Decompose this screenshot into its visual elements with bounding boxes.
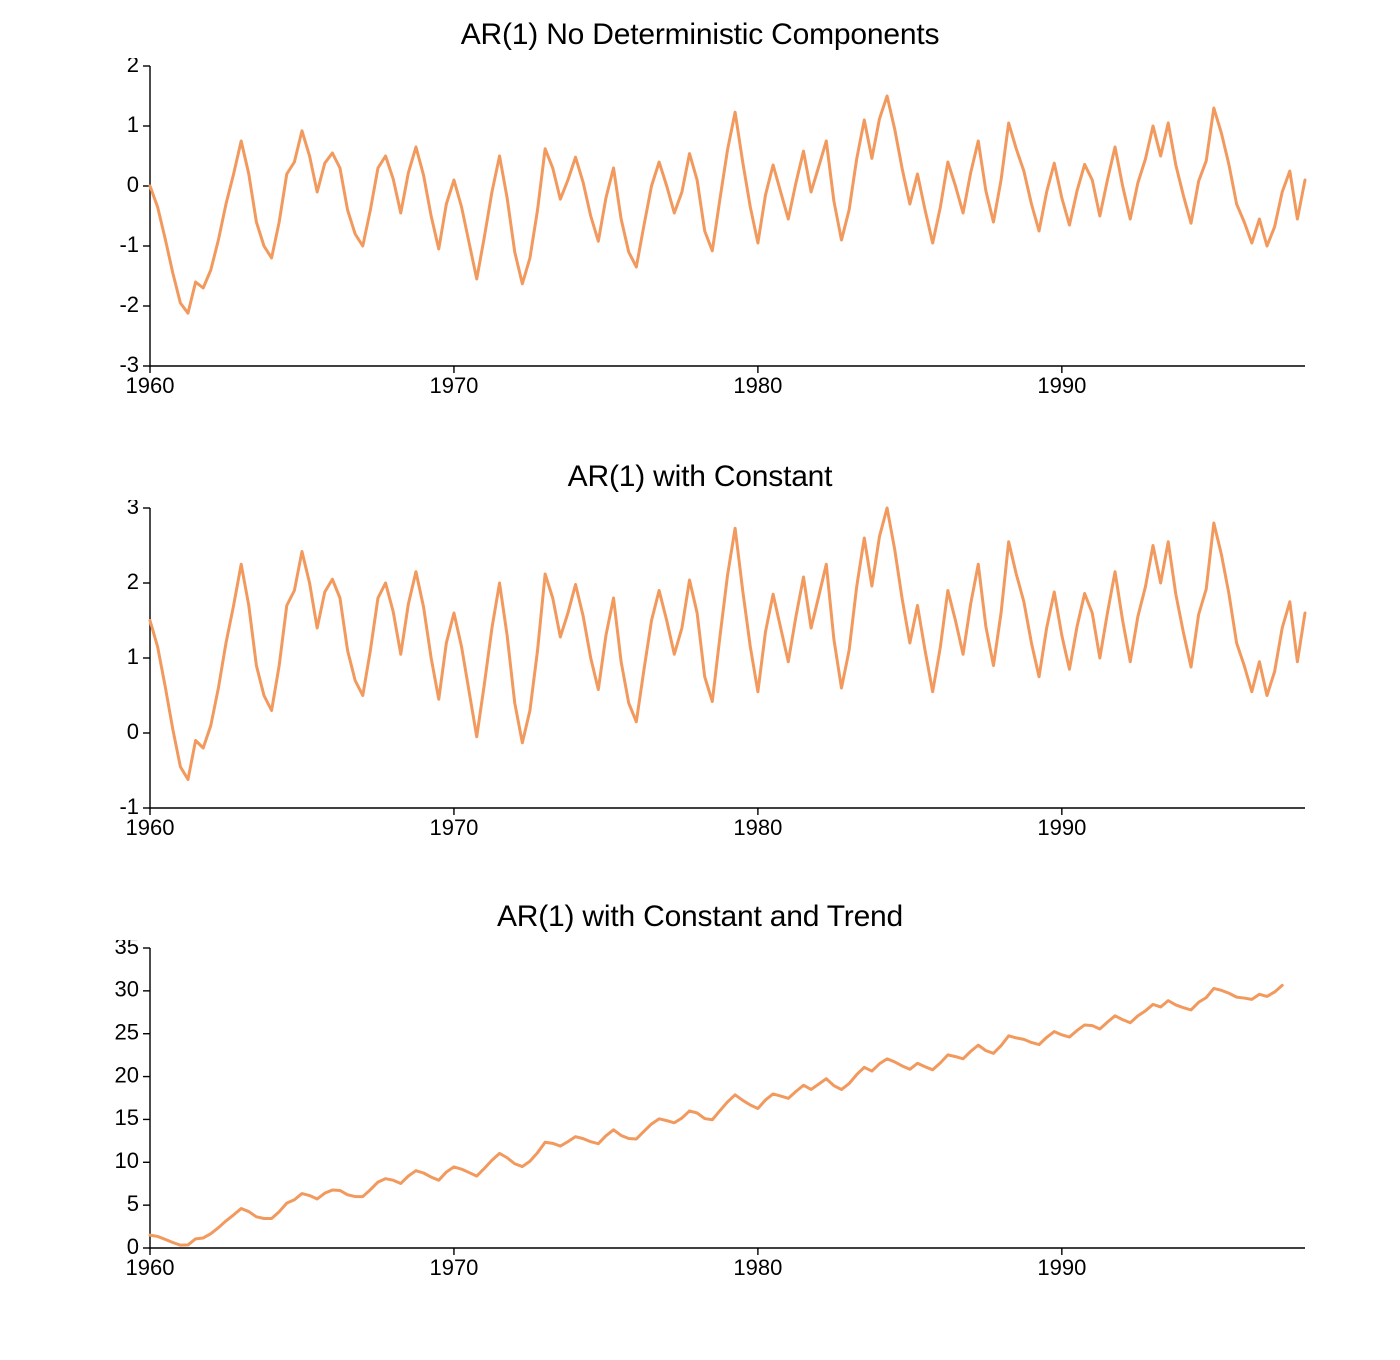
svg-text:1990: 1990 <box>1037 373 1086 398</box>
svg-text:0: 0 <box>127 172 139 197</box>
panel-title: AR(1) with Constant and Trend <box>0 900 1400 934</box>
panel-ar1-constant: AR(1) with Constant -1012319601970198019… <box>0 460 1400 848</box>
svg-text:1980: 1980 <box>733 1255 782 1280</box>
svg-text:10: 10 <box>115 1148 139 1173</box>
svg-text:1: 1 <box>127 112 139 137</box>
figure: AR(1) No Deterministic Components -3-2-1… <box>0 0 1400 1360</box>
plot-area: 051015202530351960197019801990 <box>0 940 1400 1288</box>
svg-text:2: 2 <box>127 569 139 594</box>
series-line <box>150 96 1305 313</box>
svg-text:-2: -2 <box>119 292 139 317</box>
panel-title: AR(1) No Deterministic Components <box>0 18 1400 52</box>
series-line <box>150 508 1305 780</box>
svg-text:3: 3 <box>127 500 139 519</box>
svg-text:-1: -1 <box>119 232 139 257</box>
panel-title: AR(1) with Constant <box>0 460 1400 494</box>
svg-text:25: 25 <box>115 1020 139 1045</box>
svg-text:1980: 1980 <box>733 815 782 840</box>
svg-text:1960: 1960 <box>126 373 175 398</box>
series-line <box>150 985 1282 1245</box>
svg-text:5: 5 <box>127 1191 139 1216</box>
svg-text:1990: 1990 <box>1037 1255 1086 1280</box>
svg-text:30: 30 <box>115 977 139 1002</box>
svg-text:15: 15 <box>115 1105 139 1130</box>
panel-ar1-nodet: AR(1) No Deterministic Components -3-2-1… <box>0 18 1400 406</box>
svg-text:1980: 1980 <box>733 373 782 398</box>
svg-text:20: 20 <box>115 1062 139 1087</box>
svg-text:1970: 1970 <box>429 1255 478 1280</box>
svg-text:1: 1 <box>127 644 139 669</box>
svg-text:1990: 1990 <box>1037 815 1086 840</box>
svg-text:35: 35 <box>115 940 139 959</box>
svg-text:2: 2 <box>127 58 139 77</box>
plot-area: -3-2-10121960197019801990 <box>0 58 1400 406</box>
svg-text:0: 0 <box>127 719 139 744</box>
svg-text:1960: 1960 <box>126 815 175 840</box>
plot-area: -101231960197019801990 <box>0 500 1400 848</box>
svg-text:1970: 1970 <box>429 815 478 840</box>
svg-text:1970: 1970 <box>429 373 478 398</box>
svg-text:1960: 1960 <box>126 1255 175 1280</box>
panel-ar1-constant-trend: AR(1) with Constant and Trend 0510152025… <box>0 900 1400 1288</box>
